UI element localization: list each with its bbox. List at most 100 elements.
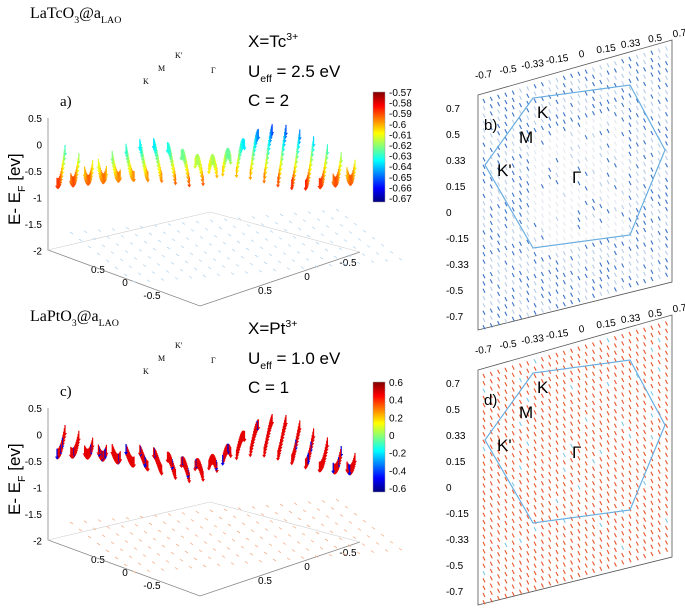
map-arrow: [622, 249, 624, 253]
map-arrow: [505, 129, 507, 133]
map-arrow: [651, 58, 653, 62]
map-arrow: [658, 353, 660, 357]
map-arrow: [607, 239, 609, 243]
map-arrow: [622, 271, 624, 275]
floor-arrow: [200, 526, 203, 528]
map-arrow: [644, 328, 646, 332]
map-arrow: [593, 257, 595, 261]
map-arrow: [593, 343, 595, 347]
map-arrow: [644, 554, 646, 558]
map-arrow: [563, 577, 565, 581]
map-arrow: [490, 438, 492, 442]
map-arrow: [490, 279, 492, 283]
map-arrow: [483, 549, 485, 553]
colorbar-tick-label: -0.61: [389, 130, 412, 141]
map-arrow: [571, 385, 573, 389]
map-arrow: [651, 486, 653, 490]
map-arrow: [651, 248, 653, 252]
map-arrow: [534, 165, 536, 169]
map-arrow: [483, 230, 485, 234]
y-tick-label: -2: [33, 247, 42, 258]
map-arrow: [651, 355, 653, 359]
left-tick-label: -0.33: [446, 535, 469, 546]
map-arrow: [622, 436, 624, 440]
floor-arrow: [247, 515, 250, 517]
map-arrow: [490, 584, 492, 588]
map-arrow: [651, 204, 653, 208]
floor-arrow: [195, 245, 198, 247]
floor-arrow: [316, 532, 319, 534]
map-arrow: [563, 417, 565, 421]
map-arrow: [549, 299, 551, 303]
bz-point-label: K': [497, 161, 512, 180]
map-arrow: [490, 540, 492, 544]
map-arrow: [607, 136, 609, 140]
map-arrow: [534, 201, 536, 205]
map-arrow: [556, 411, 558, 415]
map-arrow: [666, 207, 668, 211]
map-arrow: [505, 144, 507, 148]
floor-arrow: [208, 267, 211, 269]
map-arrow: [527, 254, 529, 258]
floor-arrow: [283, 543, 286, 545]
map-arrow: [629, 137, 631, 141]
map-arrow: [549, 139, 551, 143]
map-arrow: [578, 522, 580, 526]
colorbar-tick-label: -0.57: [389, 88, 412, 99]
map-arrow: [600, 226, 602, 230]
map-arrow: [666, 548, 668, 552]
map-arrow: [571, 509, 573, 513]
top-tick-label: -0.5: [499, 339, 518, 352]
floor-arrow: [147, 570, 150, 572]
map-arrow: [571, 205, 573, 209]
arrow-head: [193, 468, 197, 471]
map-arrow: [520, 466, 522, 470]
map-arrow: [483, 252, 485, 256]
map-arrow: [600, 516, 602, 520]
left-tick-label: 0.5: [446, 130, 460, 141]
floor-arrow: [70, 232, 73, 234]
map-arrow: [578, 210, 580, 214]
map-arrow: [585, 534, 587, 538]
map-arrow: [483, 209, 485, 213]
map-arrow: [607, 492, 609, 496]
floor-arrow: [297, 541, 300, 543]
map-arrow: [578, 361, 580, 365]
map-arrow: [527, 449, 529, 453]
map-arrow: [578, 573, 580, 577]
map-arrow: [607, 506, 609, 510]
map-arrow: [622, 363, 624, 367]
map-arrow: [578, 225, 580, 229]
map-arrow: [607, 346, 609, 350]
map-arrow: [644, 89, 646, 93]
map-arrow: [658, 404, 660, 408]
floor-arrow: [336, 499, 339, 501]
map-arrow: [629, 79, 631, 83]
floor-arrow: [88, 246, 91, 248]
map-arrow: [549, 465, 551, 469]
map-arrow: [658, 492, 660, 496]
map-arrow: [556, 463, 558, 467]
map-arrow: [512, 142, 514, 146]
map-arrow: [563, 490, 565, 494]
map-arrow: [607, 528, 609, 532]
map-arrow: [600, 248, 602, 252]
map-arrow: [614, 288, 616, 292]
map-arrow: [556, 426, 558, 430]
map-arrow: [600, 292, 602, 296]
map-arrow: [636, 359, 638, 363]
map-arrow: [585, 281, 587, 285]
map-arrow: [512, 310, 514, 314]
map-arrow: [505, 275, 507, 279]
map-arrow: [520, 183, 522, 187]
map-arrow: [512, 395, 514, 399]
map-arrow: [549, 277, 551, 281]
map-arrow: [658, 389, 660, 393]
map-arrow: [549, 306, 551, 310]
map-arrow: [658, 455, 660, 459]
left-tick-label: -0.15: [446, 234, 469, 245]
map-arrow: [505, 463, 507, 467]
map-arrow: [651, 370, 653, 374]
map-arrow: [527, 262, 529, 266]
map-arrow: [622, 118, 624, 122]
